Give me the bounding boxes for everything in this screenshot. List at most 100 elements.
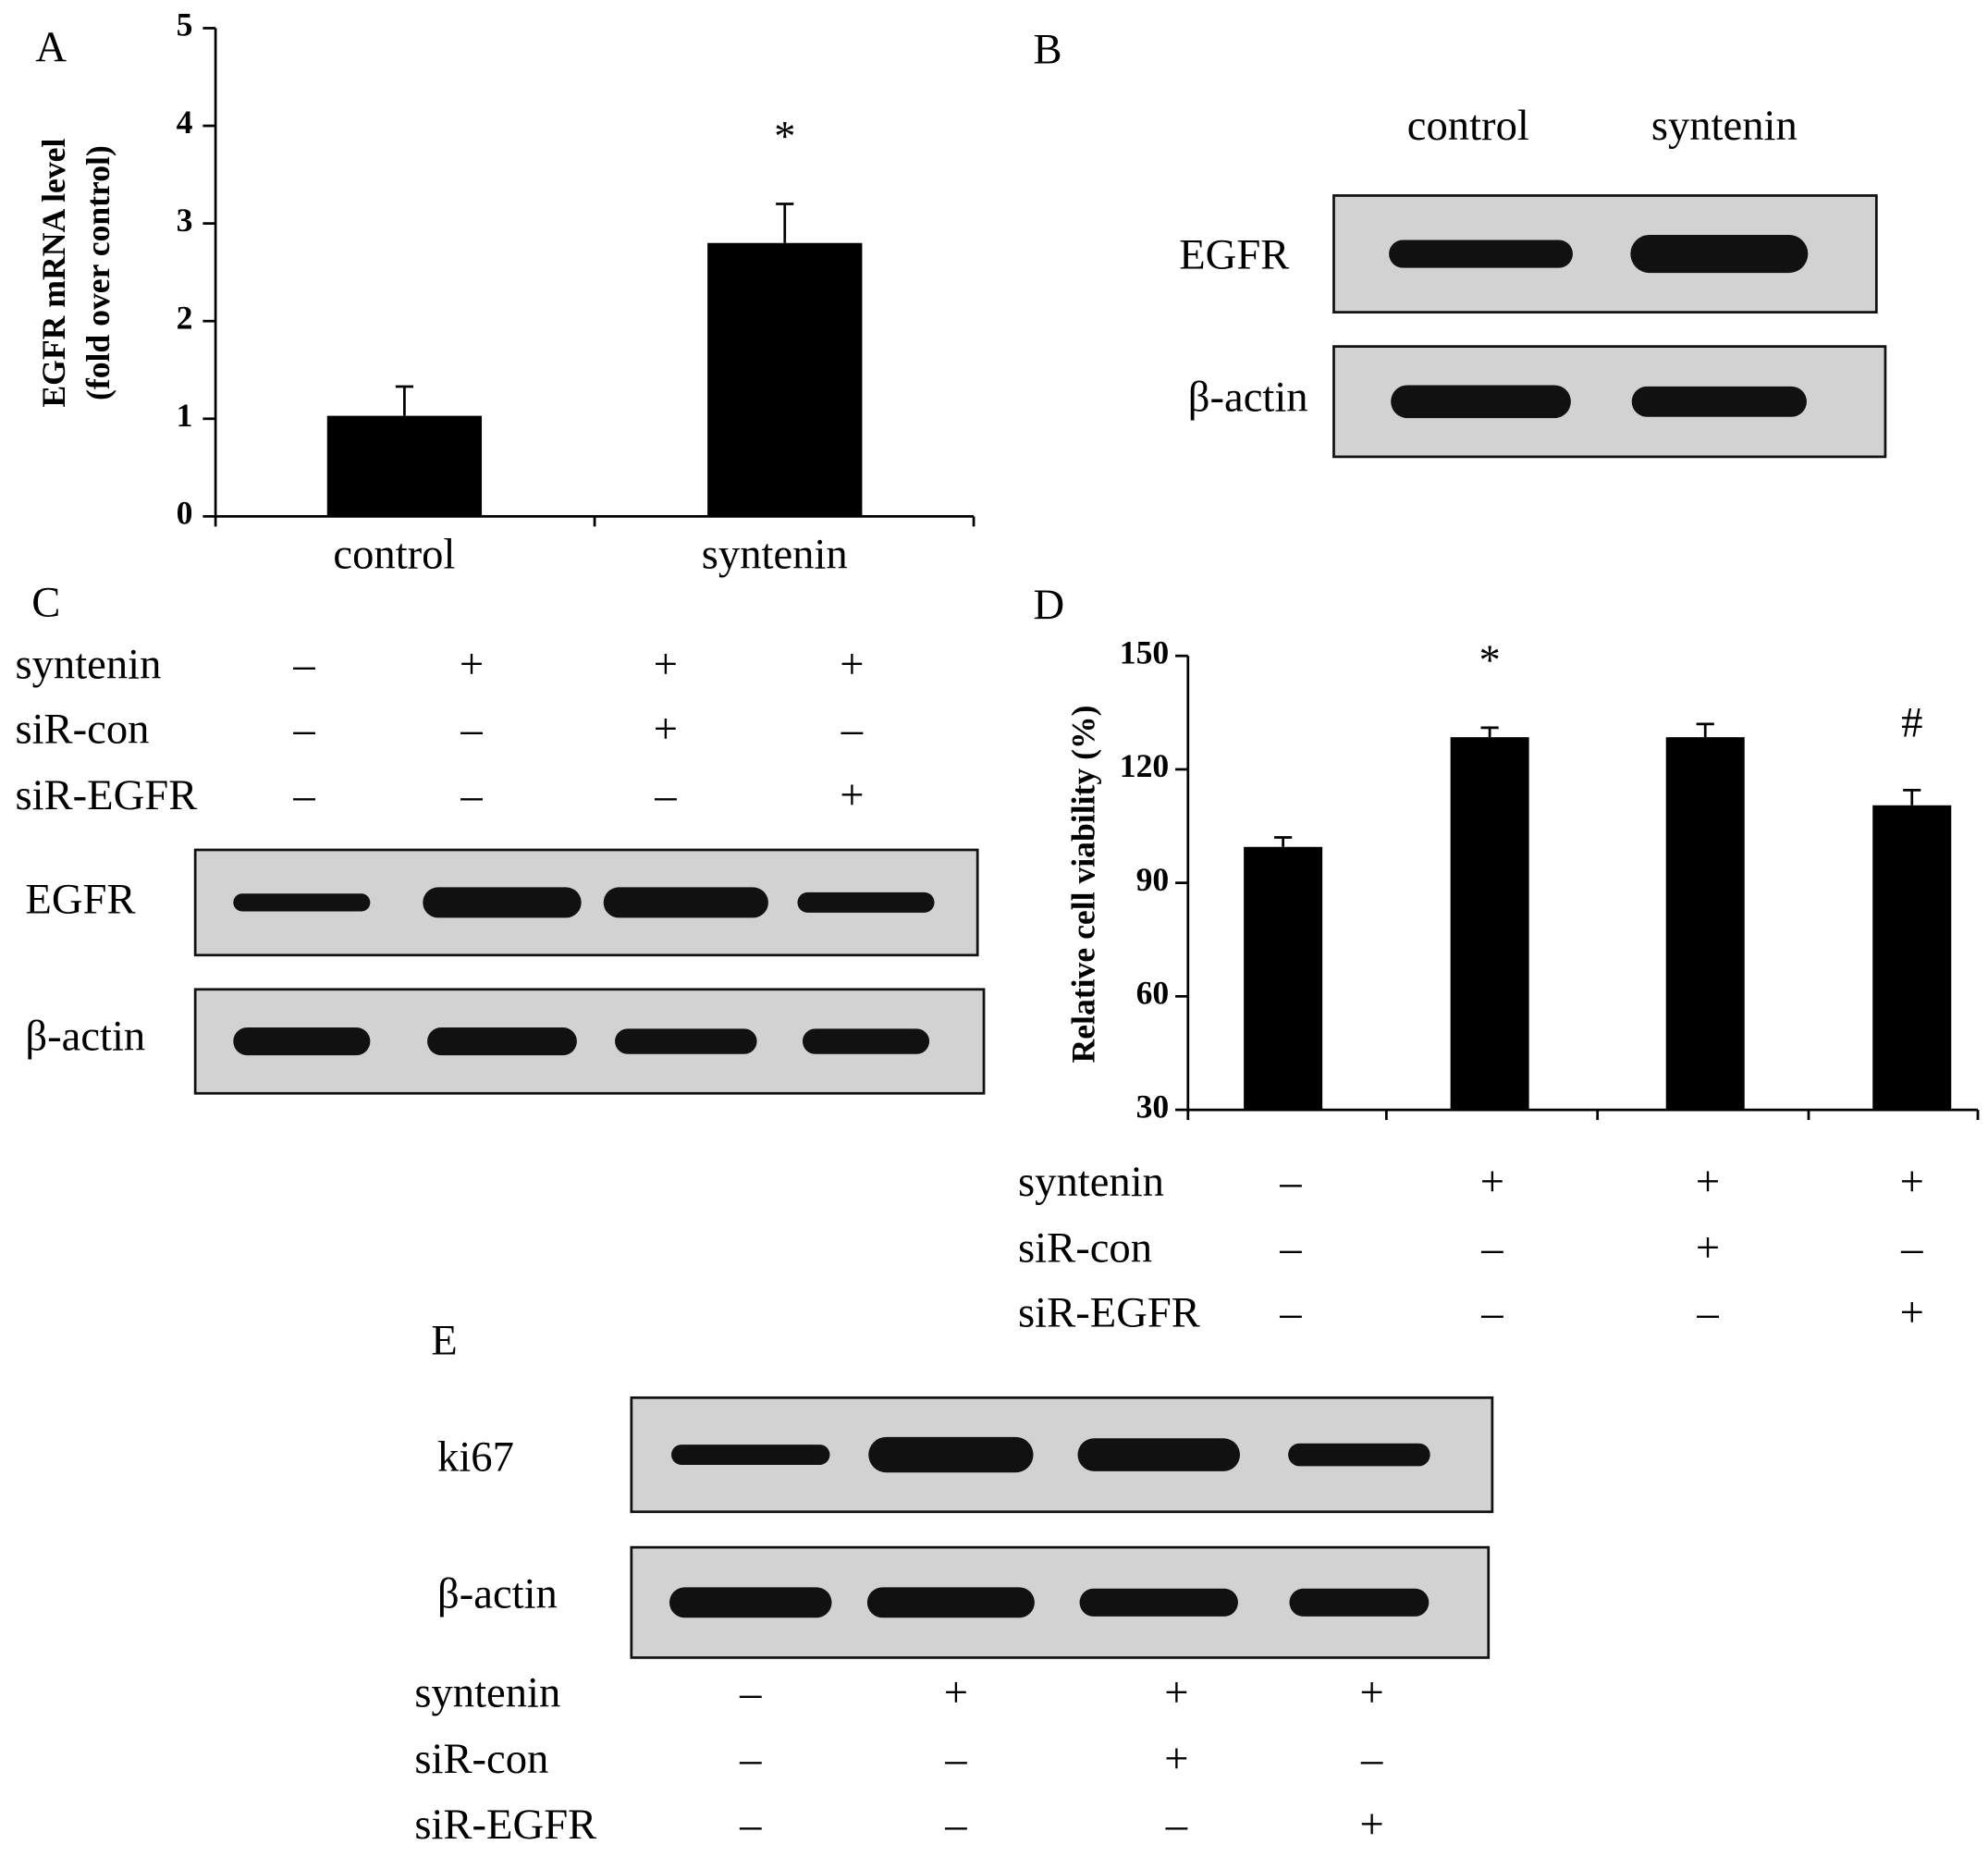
condition-label: siR-con: [1018, 1224, 1152, 1272]
condition-sign: –: [739, 1669, 762, 1717]
error-bar: [1696, 722, 1714, 738]
blot-row-label: β-actin: [25, 1012, 145, 1060]
condition-sign: –: [841, 706, 864, 754]
y-axis-label: EGFR mRNA level: [35, 138, 72, 407]
blot-row-label: EGFR: [1179, 231, 1290, 279]
condition-sign: +: [1480, 1158, 1504, 1206]
condition-sign: +: [1696, 1158, 1720, 1206]
annotation: *: [1479, 636, 1500, 684]
condition-sign: +: [1359, 1801, 1383, 1849]
y-tick-label: 3: [177, 202, 193, 239]
condition-sign: +: [944, 1669, 968, 1717]
condition-sign: –: [1360, 1735, 1383, 1783]
condition-sign: +: [654, 641, 678, 689]
blot-band: [797, 892, 935, 913]
lane-label: syntenin: [1651, 102, 1798, 150]
condition-sign: –: [1900, 1224, 1923, 1272]
y-tick-label: 150: [1120, 633, 1169, 670]
panel-label: E: [431, 1316, 457, 1364]
condition-sign: –: [292, 706, 315, 754]
bar: [1872, 805, 1952, 1111]
condition-sign: +: [654, 706, 678, 754]
condition-label: siR-EGFR: [414, 1801, 597, 1849]
condition-sign: +: [1164, 1735, 1188, 1783]
panel-label: B: [1034, 26, 1062, 74]
condition-sign: –: [1480, 1288, 1503, 1336]
condition-label: siR-con: [414, 1735, 548, 1783]
error-bar: [1274, 836, 1293, 847]
lane-label: control: [1407, 102, 1529, 150]
y-tick-label: 2: [177, 299, 193, 336]
condition-sign: –: [460, 771, 483, 819]
blot-band: [427, 1027, 577, 1056]
condition-sign: –: [292, 771, 315, 819]
bar: [1665, 737, 1745, 1111]
x-tick-label: syntenin: [702, 530, 848, 578]
condition-label: siR-EGFR: [1018, 1288, 1201, 1336]
blot-band: [1631, 386, 1807, 417]
bar: [707, 242, 863, 517]
blot-band: [1391, 385, 1571, 419]
y-axis-label: Relative cell viability (%): [1064, 706, 1101, 1064]
condition-sign: –: [460, 706, 483, 754]
condition-sign: +: [1900, 1158, 1924, 1206]
condition-sign: +: [460, 641, 484, 689]
blot-band: [1289, 1588, 1430, 1617]
blot-band: [1630, 234, 1809, 274]
blot-band: [615, 1028, 757, 1054]
blot-row-label: β-actin: [437, 1570, 558, 1618]
blot-row-label: ki67: [437, 1433, 514, 1482]
y-tick-label: 60: [1136, 975, 1170, 1012]
error-bar: [776, 203, 794, 243]
panel-label: D: [1034, 581, 1065, 629]
annotation: #: [1901, 699, 1922, 747]
y-tick-label: 120: [1120, 747, 1169, 784]
condition-sign: –: [1279, 1224, 1302, 1272]
blot-band: [1079, 1588, 1238, 1617]
condition-sign: –: [1165, 1801, 1188, 1849]
condition-sign: –: [944, 1801, 967, 1849]
blot-band: [866, 1587, 1035, 1618]
blot-band: [233, 893, 371, 912]
y-tick-label: 1: [177, 397, 193, 434]
blot-band: [802, 1028, 930, 1054]
condition-sign: –: [1279, 1158, 1302, 1206]
condition-sign: –: [1279, 1288, 1302, 1336]
blot-band: [671, 1445, 830, 1466]
condition-sign: –: [739, 1735, 762, 1783]
error-bar: [1903, 789, 1921, 806]
condition-sign: +: [1696, 1224, 1720, 1272]
condition-label: siR-EGFR: [15, 771, 198, 819]
condition-sign: –: [292, 641, 315, 689]
y-tick-label: 90: [1136, 861, 1170, 898]
y-tick-label: 5: [177, 6, 193, 43]
blot-band: [423, 887, 582, 918]
condition-sign: +: [840, 771, 864, 819]
x-tick-label: control: [333, 530, 455, 578]
condition-label: siR-con: [15, 706, 149, 754]
annotation: *: [774, 113, 795, 161]
condition-sign: –: [944, 1735, 967, 1783]
condition-sign: +: [1164, 1669, 1188, 1717]
error-bar: [395, 385, 414, 416]
blot-band: [669, 1587, 832, 1618]
condition-sign: –: [1696, 1288, 1719, 1336]
condition-sign: –: [1480, 1224, 1503, 1272]
condition-label: syntenin: [414, 1669, 560, 1717]
blot-band: [1077, 1438, 1241, 1471]
condition-sign: –: [739, 1801, 762, 1849]
y-tick-label: 30: [1136, 1088, 1170, 1125]
blot-row-label: EGFR: [25, 875, 136, 923]
blot-row-label: β-actin: [1188, 373, 1308, 421]
error-bar: [1480, 726, 1499, 738]
blot-band: [1389, 240, 1573, 268]
condition-sign: +: [1900, 1288, 1924, 1336]
blot-band: [868, 1436, 1034, 1473]
condition-label: syntenin: [1018, 1158, 1164, 1206]
condition-sign: +: [1359, 1669, 1383, 1717]
condition-label: syntenin: [15, 641, 161, 689]
blot-band: [603, 887, 768, 918]
y-tick-label: 4: [177, 104, 193, 141]
panel-label: C: [31, 578, 60, 626]
